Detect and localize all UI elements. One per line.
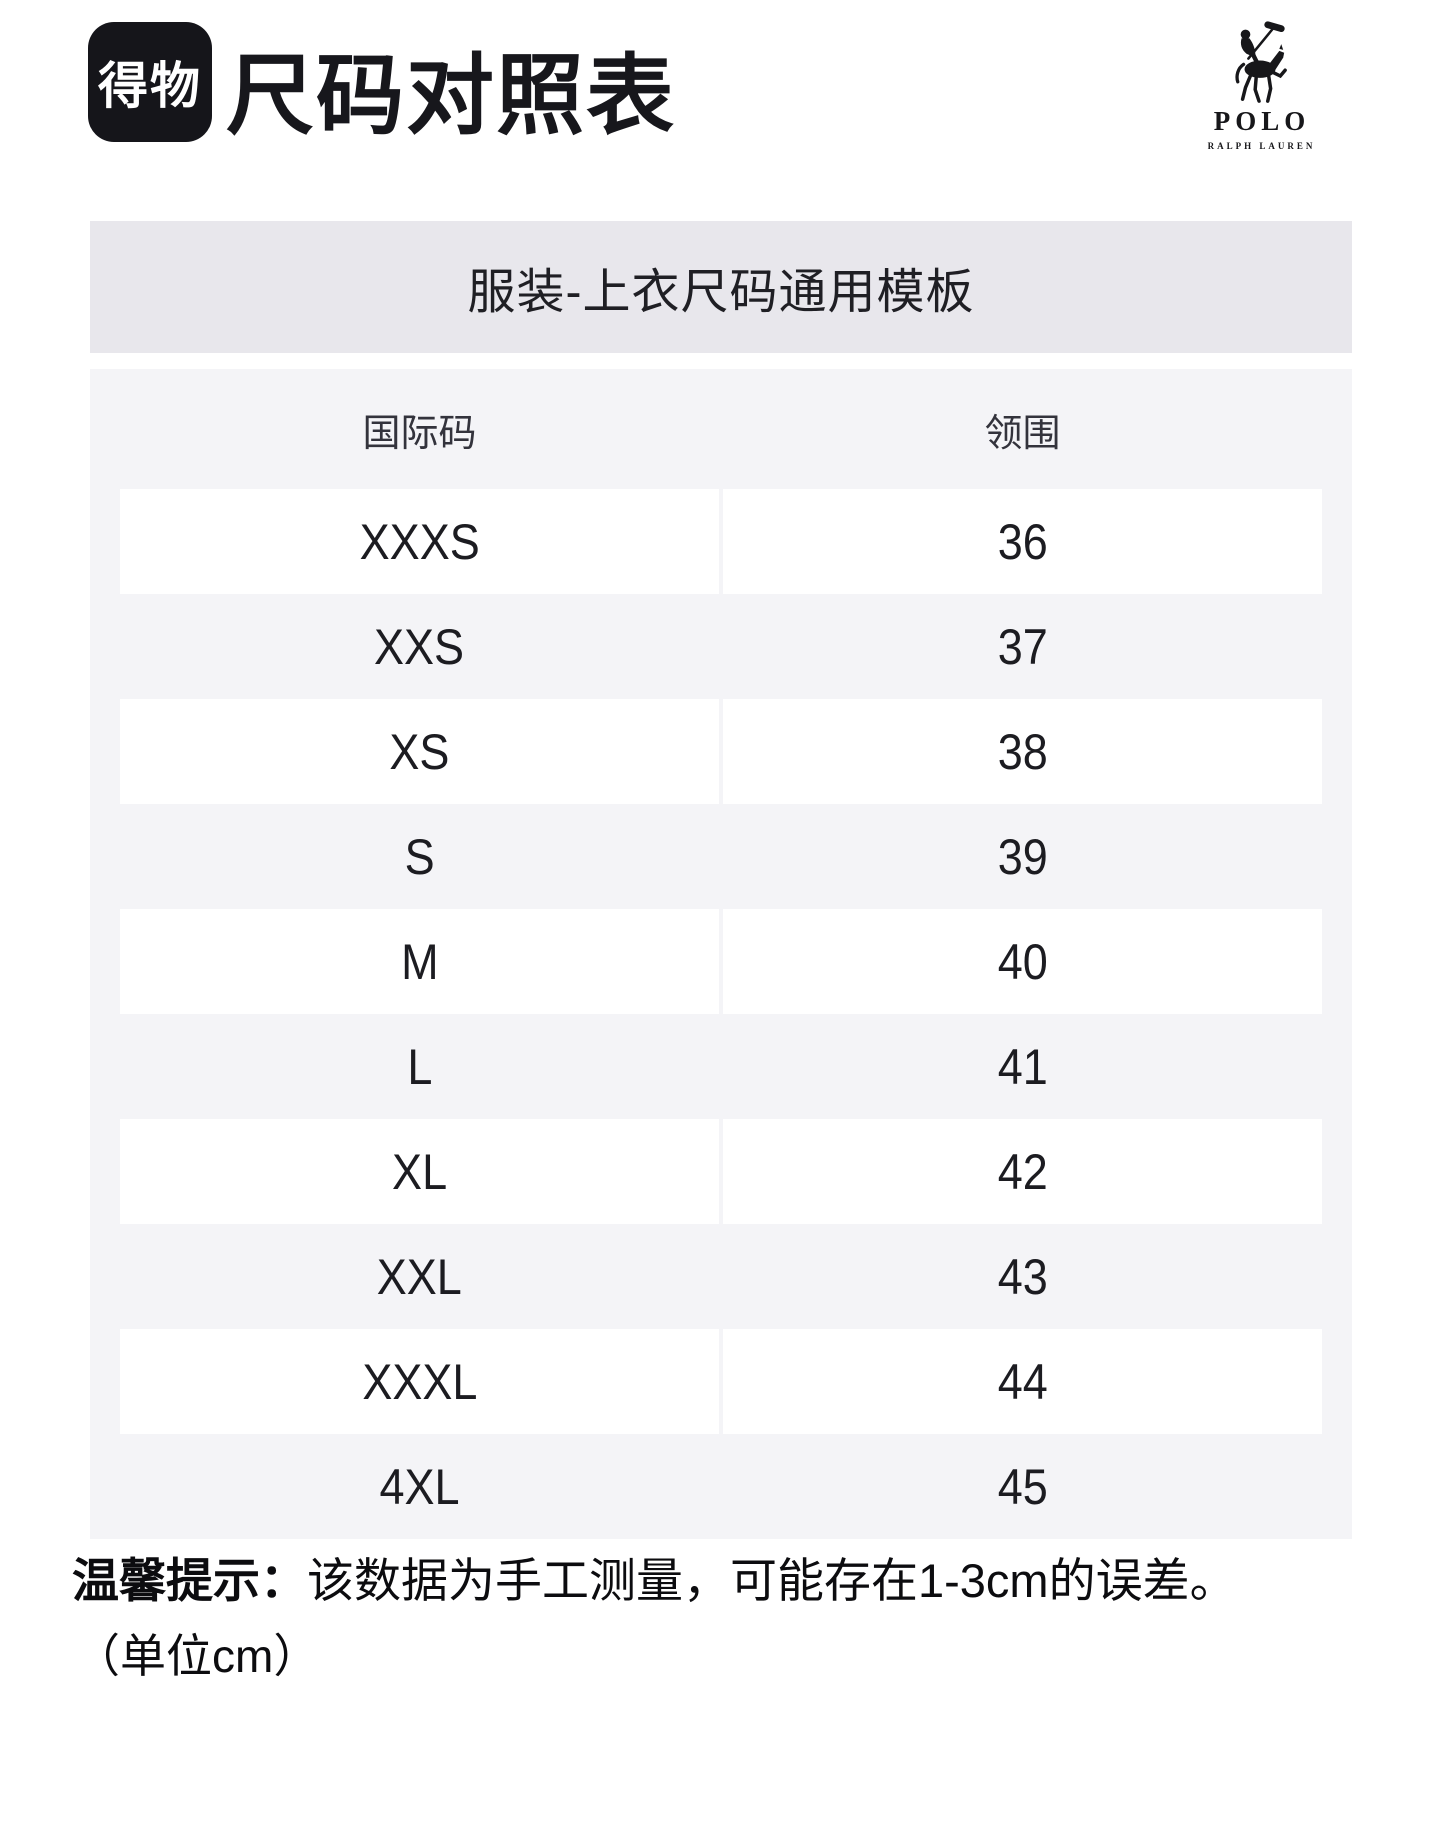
value-cell: 38 xyxy=(723,699,1322,804)
table-row: L 41 xyxy=(90,1014,1352,1119)
template-title-label: 服装-上衣尺码通用模板 xyxy=(467,266,975,319)
size-cell: S xyxy=(404,828,435,885)
size-cell: XL xyxy=(120,1119,719,1224)
value-cell: 39 xyxy=(997,828,1048,885)
unit-note: （单位cm） xyxy=(74,1630,320,1682)
column-header-collar: 领围 xyxy=(984,412,1061,455)
tip-label: 温馨提示： xyxy=(72,1554,307,1607)
size-cell: L xyxy=(406,1038,433,1095)
value-cell: 44 xyxy=(723,1329,1322,1434)
size-table: 国际码 领围 XXXS 36 XXS 37 XS 38 xyxy=(90,369,1352,1539)
table-row: M 40 xyxy=(90,909,1352,1014)
table-row: XXL 43 xyxy=(90,1224,1352,1329)
polo-brand-subname: RALPH LAUREN xyxy=(1207,141,1316,151)
value-cell: 43 xyxy=(997,1248,1048,1305)
table-row: XXXS 36 xyxy=(90,489,1352,594)
table-row: S 39 xyxy=(90,804,1352,909)
tip-note: 温馨提示：该数据为手工测量，可能存在1-3cm的误差。 xyxy=(72,1552,1237,1611)
table-header-row: 国际码 领围 xyxy=(90,369,1352,489)
tip-text: 该数据为手工测量，可能存在1-3cm的误差。 xyxy=(307,1554,1237,1607)
table-row: XXS 37 xyxy=(90,594,1352,699)
dewu-logo: 得物 xyxy=(88,22,212,142)
size-cell: XXXS xyxy=(120,489,719,594)
size-cell: 4XL xyxy=(379,1458,460,1515)
size-cell: XXXL xyxy=(120,1329,719,1434)
page-title: 尺码对照表 xyxy=(226,46,677,145)
value-cell: 41 xyxy=(997,1038,1048,1095)
table-row: XL 42 xyxy=(90,1119,1352,1224)
size-cell: XS xyxy=(120,699,719,804)
polo-player-icon xyxy=(1235,21,1287,103)
table-row: XXXL 44 xyxy=(90,1329,1352,1434)
size-cell: M xyxy=(120,909,719,1014)
column-header-international-size: 国际码 xyxy=(362,412,477,455)
value-cell: 45 xyxy=(997,1458,1048,1515)
dewu-logo-text: 得物 xyxy=(98,58,202,114)
table-row: XS 38 xyxy=(90,699,1352,804)
table-row: 4XL 45 xyxy=(90,1434,1352,1539)
size-cell: XXS xyxy=(374,618,465,675)
value-cell: 36 xyxy=(723,489,1322,594)
polo-ralph-lauren-logo: POLO RALPH LAUREN xyxy=(1186,18,1334,151)
value-cell: 40 xyxy=(723,909,1322,1014)
value-cell: 42 xyxy=(723,1119,1322,1224)
value-cell: 37 xyxy=(997,618,1048,675)
size-cell: XXL xyxy=(376,1248,463,1305)
table-body: XXXS 36 XXS 37 XS 38 S 39 xyxy=(90,489,1352,1539)
template-title-bar: 服装-上衣尺码通用模板 xyxy=(90,221,1352,353)
polo-brand-name: POLO xyxy=(1213,106,1311,136)
